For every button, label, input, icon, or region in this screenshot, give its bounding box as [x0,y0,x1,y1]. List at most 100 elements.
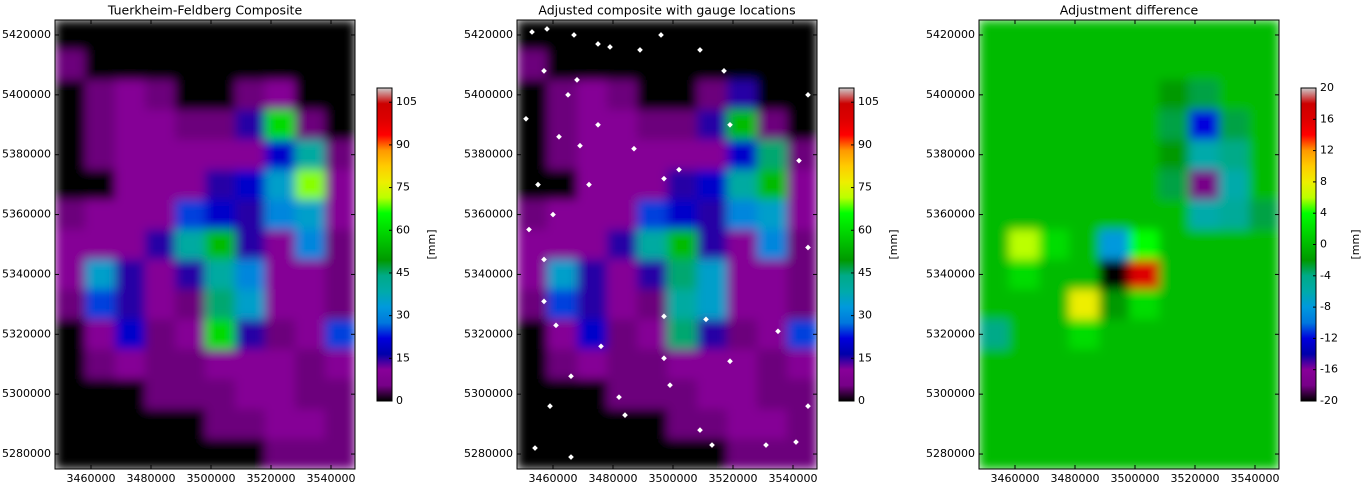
heatmap-cell [1219,20,1250,50]
heatmap-cell [175,349,206,379]
heatmap-cell [205,50,236,80]
heatmap-cell [325,230,356,260]
heatmap-cell [1039,20,1070,50]
y-tick-label: 5420000 [464,28,513,41]
heatmap-cell [979,140,1010,170]
heatmap-cell [1099,259,1130,289]
heatmap-cell [265,20,296,50]
heatmap-cell [1039,140,1070,170]
heatmap-cell [1159,349,1190,379]
heatmap-cell [979,80,1010,110]
heatmap-cell [1249,20,1280,50]
heatmap-cell [55,349,86,379]
heatmap-cell [1219,319,1250,349]
heatmap-cell [1189,439,1220,469]
heatmap-cell [517,259,548,289]
heatmap-cell [1099,379,1130,409]
heatmap-cell [757,230,788,260]
heatmap-cell [115,319,146,349]
heatmap-cell [517,230,548,260]
heatmap-cell [667,200,698,230]
heatmap-cell [1189,230,1220,260]
heatmap-cell [727,200,758,230]
heatmap-cell [1189,50,1220,80]
heatmap-cell [1249,259,1280,289]
heatmap-cell [1009,200,1040,230]
heatmap-cell [1039,80,1070,110]
heatmap-cell [667,140,698,170]
y-tick-label: 5380000 [2,148,51,161]
y-tick-label: 5300000 [2,387,51,400]
heatmap-cell [757,140,788,170]
heatmap-cell [145,50,176,80]
heatmap-cell [175,20,206,50]
heatmap-cell [295,439,326,469]
heatmap-cell [637,80,668,110]
heatmap-cell [577,259,608,289]
heatmap-cell [1189,259,1220,289]
heatmap-cell [667,409,698,439]
heatmap-cell [1039,379,1070,409]
heatmap-cell [1069,110,1100,140]
y-tick-label: 5360000 [2,208,51,221]
heatmap-cell [667,230,698,260]
colorbar-label: [mm] [1349,229,1362,259]
heatmap-cell [1129,319,1160,349]
heatmap-cell [667,319,698,349]
heatmap-cell [295,110,326,140]
heatmap-cell [637,439,668,469]
heatmap-cell [1129,140,1160,170]
heatmap-cell [637,319,668,349]
heatmap-cell [757,409,788,439]
heatmap-cell [1189,140,1220,170]
heatmap-cell [637,170,668,200]
heatmap-cell [1099,289,1130,319]
heatmap-cell [1249,349,1280,379]
heatmap-cell [667,20,698,50]
heatmap-cell [1129,379,1160,409]
heatmap-cell [175,140,206,170]
heatmap-cell [577,409,608,439]
heatmap-cell [727,230,758,260]
heatmap-cell [145,200,176,230]
heatmap-cell [295,80,326,110]
colorbar-tick-label: 105 [858,95,879,108]
heatmap-cell [667,170,698,200]
heatmap-cell [787,259,818,289]
heatmap-cell [697,319,728,349]
y-tick-label: 5420000 [2,28,51,41]
heatmap-cell [115,439,146,469]
heatmap-cell [607,379,638,409]
heatmap-cell [577,20,608,50]
y-tick-label: 5280000 [464,447,513,460]
heatmap-cell [787,110,818,140]
heatmap-cell [1069,319,1100,349]
colorbar-tick-label: 0 [396,394,403,407]
heatmap-cell [55,439,86,469]
x-tick-label: 3500000 [649,472,698,485]
heatmap-cell [787,50,818,80]
heatmap-cell [1069,439,1100,469]
heatmap-cell [85,170,116,200]
y-tick-label: 5340000 [464,267,513,280]
heatmap-cell [607,289,638,319]
heatmap-cell [787,200,818,230]
colorbar-tick-label: 105 [396,95,417,108]
heatmap-cell [1009,230,1040,260]
heatmap-cell [115,259,146,289]
heatmap-cell [265,140,296,170]
heatmap-cell [577,200,608,230]
heatmap-cell [325,200,356,230]
heatmap-cell [1189,80,1220,110]
heatmap-cell [1069,409,1100,439]
heatmap-cell [757,349,788,379]
heatmap-cell [697,80,728,110]
heatmap-cell [205,170,236,200]
heatmap-cell [1099,409,1130,439]
heatmap-cell [1009,259,1040,289]
colorbar-tick-label: -12 [1320,331,1338,344]
heatmap-cell [1219,409,1250,439]
heatmap-cell [1249,319,1280,349]
heatmap-cell [235,110,266,140]
heatmap-cell [325,349,356,379]
